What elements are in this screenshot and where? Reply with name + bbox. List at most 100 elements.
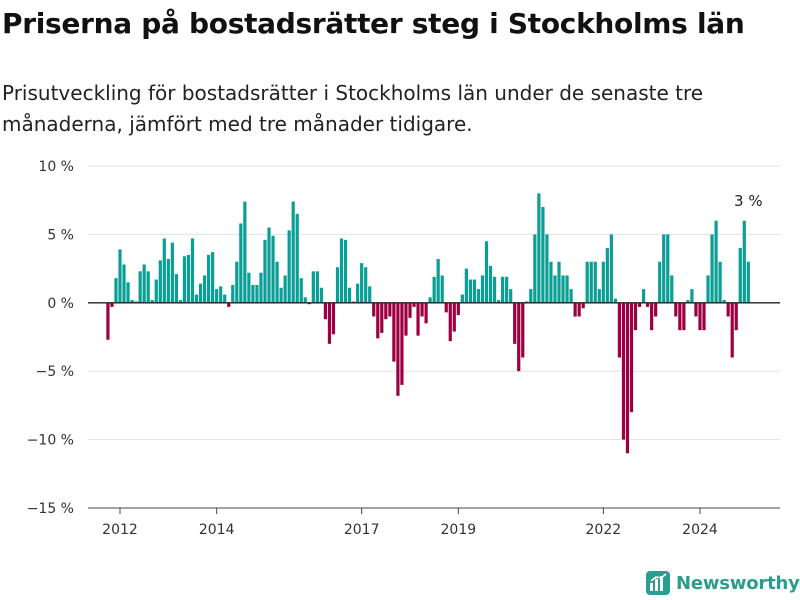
bar <box>730 302 734 358</box>
bar <box>609 234 613 303</box>
chart-title: Priserna på bostadsrätter steg i Stockho… <box>2 7 745 40</box>
bar <box>339 238 344 303</box>
bar <box>311 271 315 303</box>
bar <box>215 289 219 303</box>
bar <box>569 289 573 303</box>
bar <box>134 301 138 303</box>
bar <box>352 301 356 303</box>
bar <box>291 201 295 303</box>
bar <box>259 272 263 303</box>
bar <box>166 259 170 303</box>
brand-name: Newsworthy <box>676 572 800 594</box>
bar <box>142 264 146 303</box>
bar <box>255 285 259 303</box>
bar <box>525 301 529 303</box>
bar <box>211 252 215 303</box>
bar <box>666 234 670 303</box>
x-tick-label: 2019 <box>441 522 477 538</box>
bar <box>629 302 634 413</box>
bar <box>517 302 521 372</box>
bar <box>343 239 348 303</box>
bar <box>170 242 174 303</box>
bar <box>388 302 392 317</box>
bar <box>110 302 114 307</box>
bars <box>106 193 750 454</box>
bar <box>621 302 626 440</box>
bar <box>182 256 187 303</box>
bar <box>646 302 650 307</box>
bar <box>202 275 207 303</box>
bar <box>114 278 118 303</box>
bar <box>420 302 424 317</box>
bar <box>718 261 722 303</box>
bar <box>319 287 323 303</box>
bar <box>271 235 275 303</box>
bar <box>150 300 154 303</box>
bar <box>368 286 372 303</box>
bar <box>307 302 311 305</box>
bar <box>440 275 444 303</box>
y-tick-label: −5 % <box>36 364 74 380</box>
bar <box>404 302 408 336</box>
bar <box>243 201 247 303</box>
bar <box>585 261 589 303</box>
bar <box>146 271 150 303</box>
bar <box>432 276 436 303</box>
bar <box>126 282 130 303</box>
bar <box>637 302 642 307</box>
bar <box>416 302 420 336</box>
bar <box>198 283 203 303</box>
bar <box>158 260 162 303</box>
bar <box>335 267 340 303</box>
bar <box>480 275 485 303</box>
grid-lines <box>88 165 780 441</box>
bar <box>557 261 561 303</box>
bar <box>412 302 416 307</box>
bar <box>360 263 364 303</box>
y-tick-label: 0 % <box>47 296 74 312</box>
bar <box>529 289 533 303</box>
bar <box>356 283 360 303</box>
bar <box>577 302 581 317</box>
bar <box>698 302 702 331</box>
bar <box>138 271 142 303</box>
bar <box>400 302 404 385</box>
bar <box>597 289 601 303</box>
bar <box>650 302 654 331</box>
bar <box>553 275 557 303</box>
bar <box>746 261 750 303</box>
bar <box>549 261 553 303</box>
bar <box>726 302 730 317</box>
bar <box>686 300 690 303</box>
y-tick-label: −15 % <box>27 501 74 517</box>
bar <box>396 302 400 396</box>
bar <box>742 220 746 303</box>
x-tick-label: 2024 <box>682 522 718 538</box>
bar <box>452 302 456 332</box>
bar <box>239 223 243 303</box>
bar <box>472 279 477 303</box>
bar <box>505 276 509 303</box>
bar <box>674 302 678 317</box>
bar-chart-logo-icon <box>646 571 670 595</box>
bar <box>541 207 545 303</box>
bar <box>219 286 223 303</box>
bar <box>372 302 376 317</box>
bar <box>484 241 489 303</box>
bar <box>601 261 605 303</box>
bar <box>509 289 513 303</box>
bar <box>436 259 440 303</box>
bar <box>658 261 662 303</box>
bar <box>130 300 134 303</box>
x-tick-label: 2014 <box>199 522 235 538</box>
bar <box>545 234 549 303</box>
bar <box>283 275 287 303</box>
bar <box>702 302 706 331</box>
bar <box>492 276 497 303</box>
bar <box>279 287 283 303</box>
bar <box>593 261 597 303</box>
bar <box>364 267 368 303</box>
bar <box>408 302 412 318</box>
bar <box>428 297 432 303</box>
